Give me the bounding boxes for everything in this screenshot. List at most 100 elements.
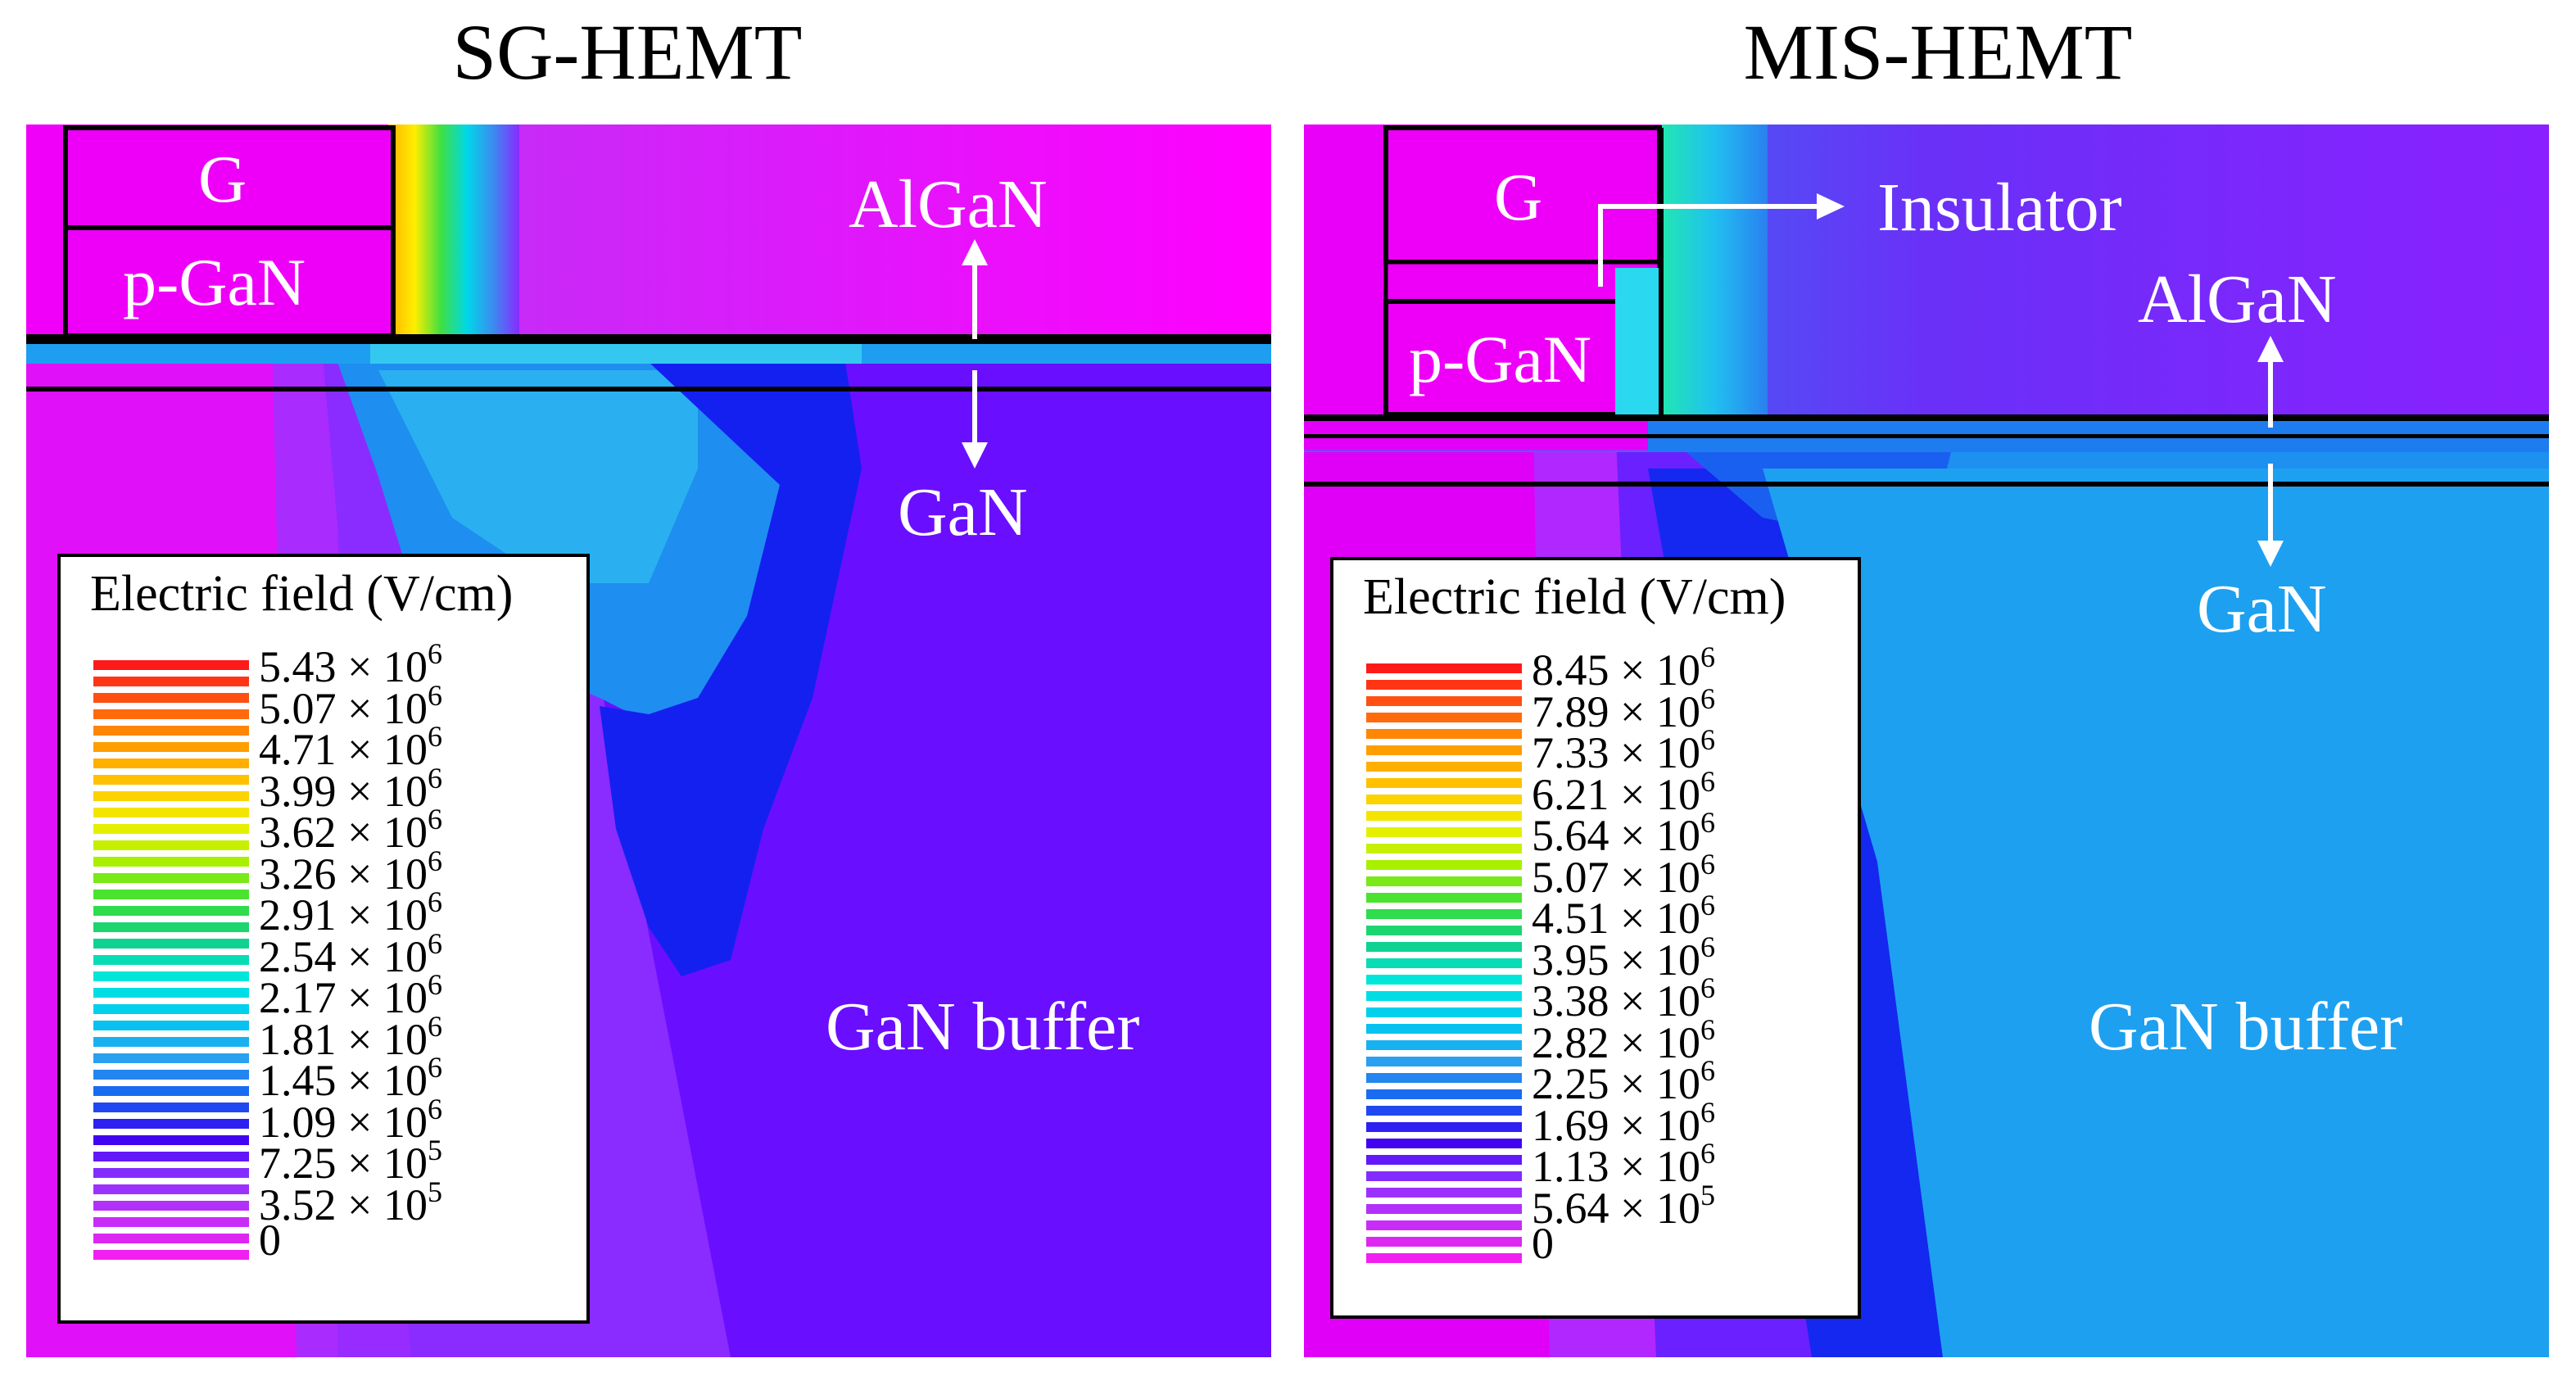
legend-value-label: 1.81 × 106 — [259, 1009, 442, 1064]
legend-value-label: 7.33 × 106 — [1532, 723, 1715, 777]
legend-color-strip — [93, 1070, 249, 1080]
legend-value-label: 7.25 × 105 — [259, 1134, 442, 1188]
legend-value-label: 2.91 × 106 — [259, 885, 442, 940]
legend-color-strip — [1366, 1204, 1522, 1215]
gate-label: G — [198, 142, 247, 216]
legend-color-strip — [1366, 1089, 1522, 1100]
legend-color-strip — [1366, 958, 1522, 969]
p-gan-label: p-GaN — [123, 245, 306, 319]
legend-color-strip — [93, 988, 249, 998]
legend-color-strip — [1366, 860, 1522, 871]
legend-value-label: 2.17 × 106 — [259, 968, 442, 1022]
legend-color-strip — [93, 906, 249, 917]
legend-color-strip — [93, 955, 249, 966]
legend-color-strip — [93, 824, 249, 835]
legend-color-strip — [1366, 1057, 1522, 1067]
legend-color-strip — [93, 1103, 249, 1113]
legend-color-strip — [93, 922, 249, 933]
legend-value-label: 1.45 × 106 — [259, 1051, 442, 1105]
legend-color-strip — [93, 890, 249, 900]
legend-value-label: 0 — [1532, 1219, 1554, 1268]
legend-value-label: 3.52 × 105 — [259, 1175, 442, 1229]
legend-color-strip — [93, 693, 249, 704]
legend-value-label: 2.54 × 106 — [259, 926, 442, 981]
legend-color-strip — [93, 1119, 249, 1130]
legend-color-strip — [93, 709, 249, 720]
legend-color-strip — [1366, 1237, 1522, 1247]
gan-label: GaN — [898, 474, 1028, 550]
legend-color-strip — [1366, 795, 1522, 805]
legend-value-label: 3.95 × 106 — [1532, 930, 1715, 985]
legend-color-strip — [1366, 1122, 1522, 1133]
sg-hemt-legend: Electric field (V/cm) 5.43 × 106 5.07 × 1… — [57, 554, 590, 1324]
legend-color-strip — [1366, 1220, 1522, 1231]
legend-color-strip — [1366, 942, 1522, 953]
legend-value-label: 5.64 × 106 — [1532, 806, 1715, 860]
legend-value-label: 2.82 × 106 — [1532, 1012, 1715, 1067]
legend-color-strip — [93, 1053, 249, 1064]
gan-label: GaN — [2197, 571, 2327, 647]
legend-color-strip — [1366, 975, 1522, 985]
legend-color-strip — [93, 726, 249, 736]
gate-label: G — [1494, 160, 1543, 234]
legend-color-strip — [93, 1152, 249, 1162]
legend-color-strip — [93, 1086, 249, 1097]
legend-color-strip — [1366, 745, 1522, 756]
legend-color-strip — [93, 660, 249, 671]
legend-color-strip — [1366, 1253, 1522, 1264]
mis-hemt-legend: Electric field (V/cm) 8.45 × 106 7.89 × 1… — [1330, 557, 1861, 1319]
legend-value-label: 1.69 × 106 — [1532, 1095, 1715, 1150]
legend-value-label: 1.09 × 106 — [259, 1092, 442, 1147]
legend-color-strip — [1366, 827, 1522, 838]
legend-color-strip — [93, 971, 249, 982]
legend-color-strip — [1366, 729, 1522, 740]
legend-color-strip — [1366, 680, 1522, 690]
legend-title: Electric field (V/cm) — [1363, 569, 1786, 625]
legend-value-label: 2.25 × 106 — [1532, 1054, 1715, 1108]
legend-color-strip — [1366, 663, 1522, 674]
legend-value-label: 4.71 × 106 — [259, 720, 442, 774]
p-gan-label: p-GaN — [1409, 322, 1592, 396]
legend-color-strip — [93, 873, 249, 884]
legend-color-strip — [1366, 926, 1522, 936]
legend-color-strip — [1366, 1139, 1522, 1149]
legend-value-label: 3.99 × 106 — [259, 761, 442, 816]
legend-color-strip — [1366, 1106, 1522, 1116]
legend-color-strip — [93, 1201, 249, 1211]
legend-color-strip — [1366, 1073, 1522, 1084]
legend-color-strip — [93, 1135, 249, 1146]
legend-color-strip — [93, 939, 249, 949]
legend-color-strip — [1366, 762, 1522, 772]
legend-color-strip — [93, 758, 249, 769]
gan-buffer-label: GaN buffer — [826, 989, 1140, 1065]
legend-color-strip — [93, 1250, 249, 1261]
legend-color-strip — [1366, 991, 1522, 1002]
legend-color-strip — [93, 840, 249, 851]
legend-color-strip — [1366, 1155, 1522, 1166]
legend-value-label: 3.38 × 106 — [1532, 971, 1715, 1026]
legend-color-strip — [93, 677, 249, 687]
legend-value-label: 0 — [259, 1216, 281, 1265]
legend-value-label: 7.89 × 106 — [1532, 681, 1715, 736]
legend-value-label: 1.13 × 106 — [1532, 1137, 1715, 1191]
legend-value-label: 4.51 × 106 — [1532, 889, 1715, 943]
legend-color-strip — [93, 742, 249, 753]
algan-label: AlGaN — [2138, 261, 2337, 337]
legend-color-strip — [1366, 1024, 1522, 1035]
legend-value-label: 5.07 × 106 — [259, 678, 442, 733]
legend-color-strip — [93, 1004, 249, 1015]
legend-color-strip — [1366, 696, 1522, 707]
legend-color-strip — [93, 1168, 249, 1179]
legend-color-bars — [93, 660, 249, 1266]
mis-hemt-field-map: G Insulator p-GaN AlGaN GaN GaN buffer E… — [1304, 125, 2549, 1357]
legend-color-strip — [93, 775, 249, 786]
legend-value-label: 6.21 × 106 — [1532, 764, 1715, 819]
legend-color-strip — [93, 1217, 249, 1228]
legend-color-bars — [1366, 663, 1522, 1270]
legend-color-strip — [93, 1021, 249, 1031]
title-sg-hemt: SG-HEMT — [452, 8, 803, 96]
legend-title: Electric field (V/cm) — [90, 566, 514, 622]
legend-color-strip — [1366, 1171, 1522, 1182]
legend-color-strip — [1366, 844, 1522, 854]
legend-value-label: 5.43 × 106 — [259, 637, 442, 691]
